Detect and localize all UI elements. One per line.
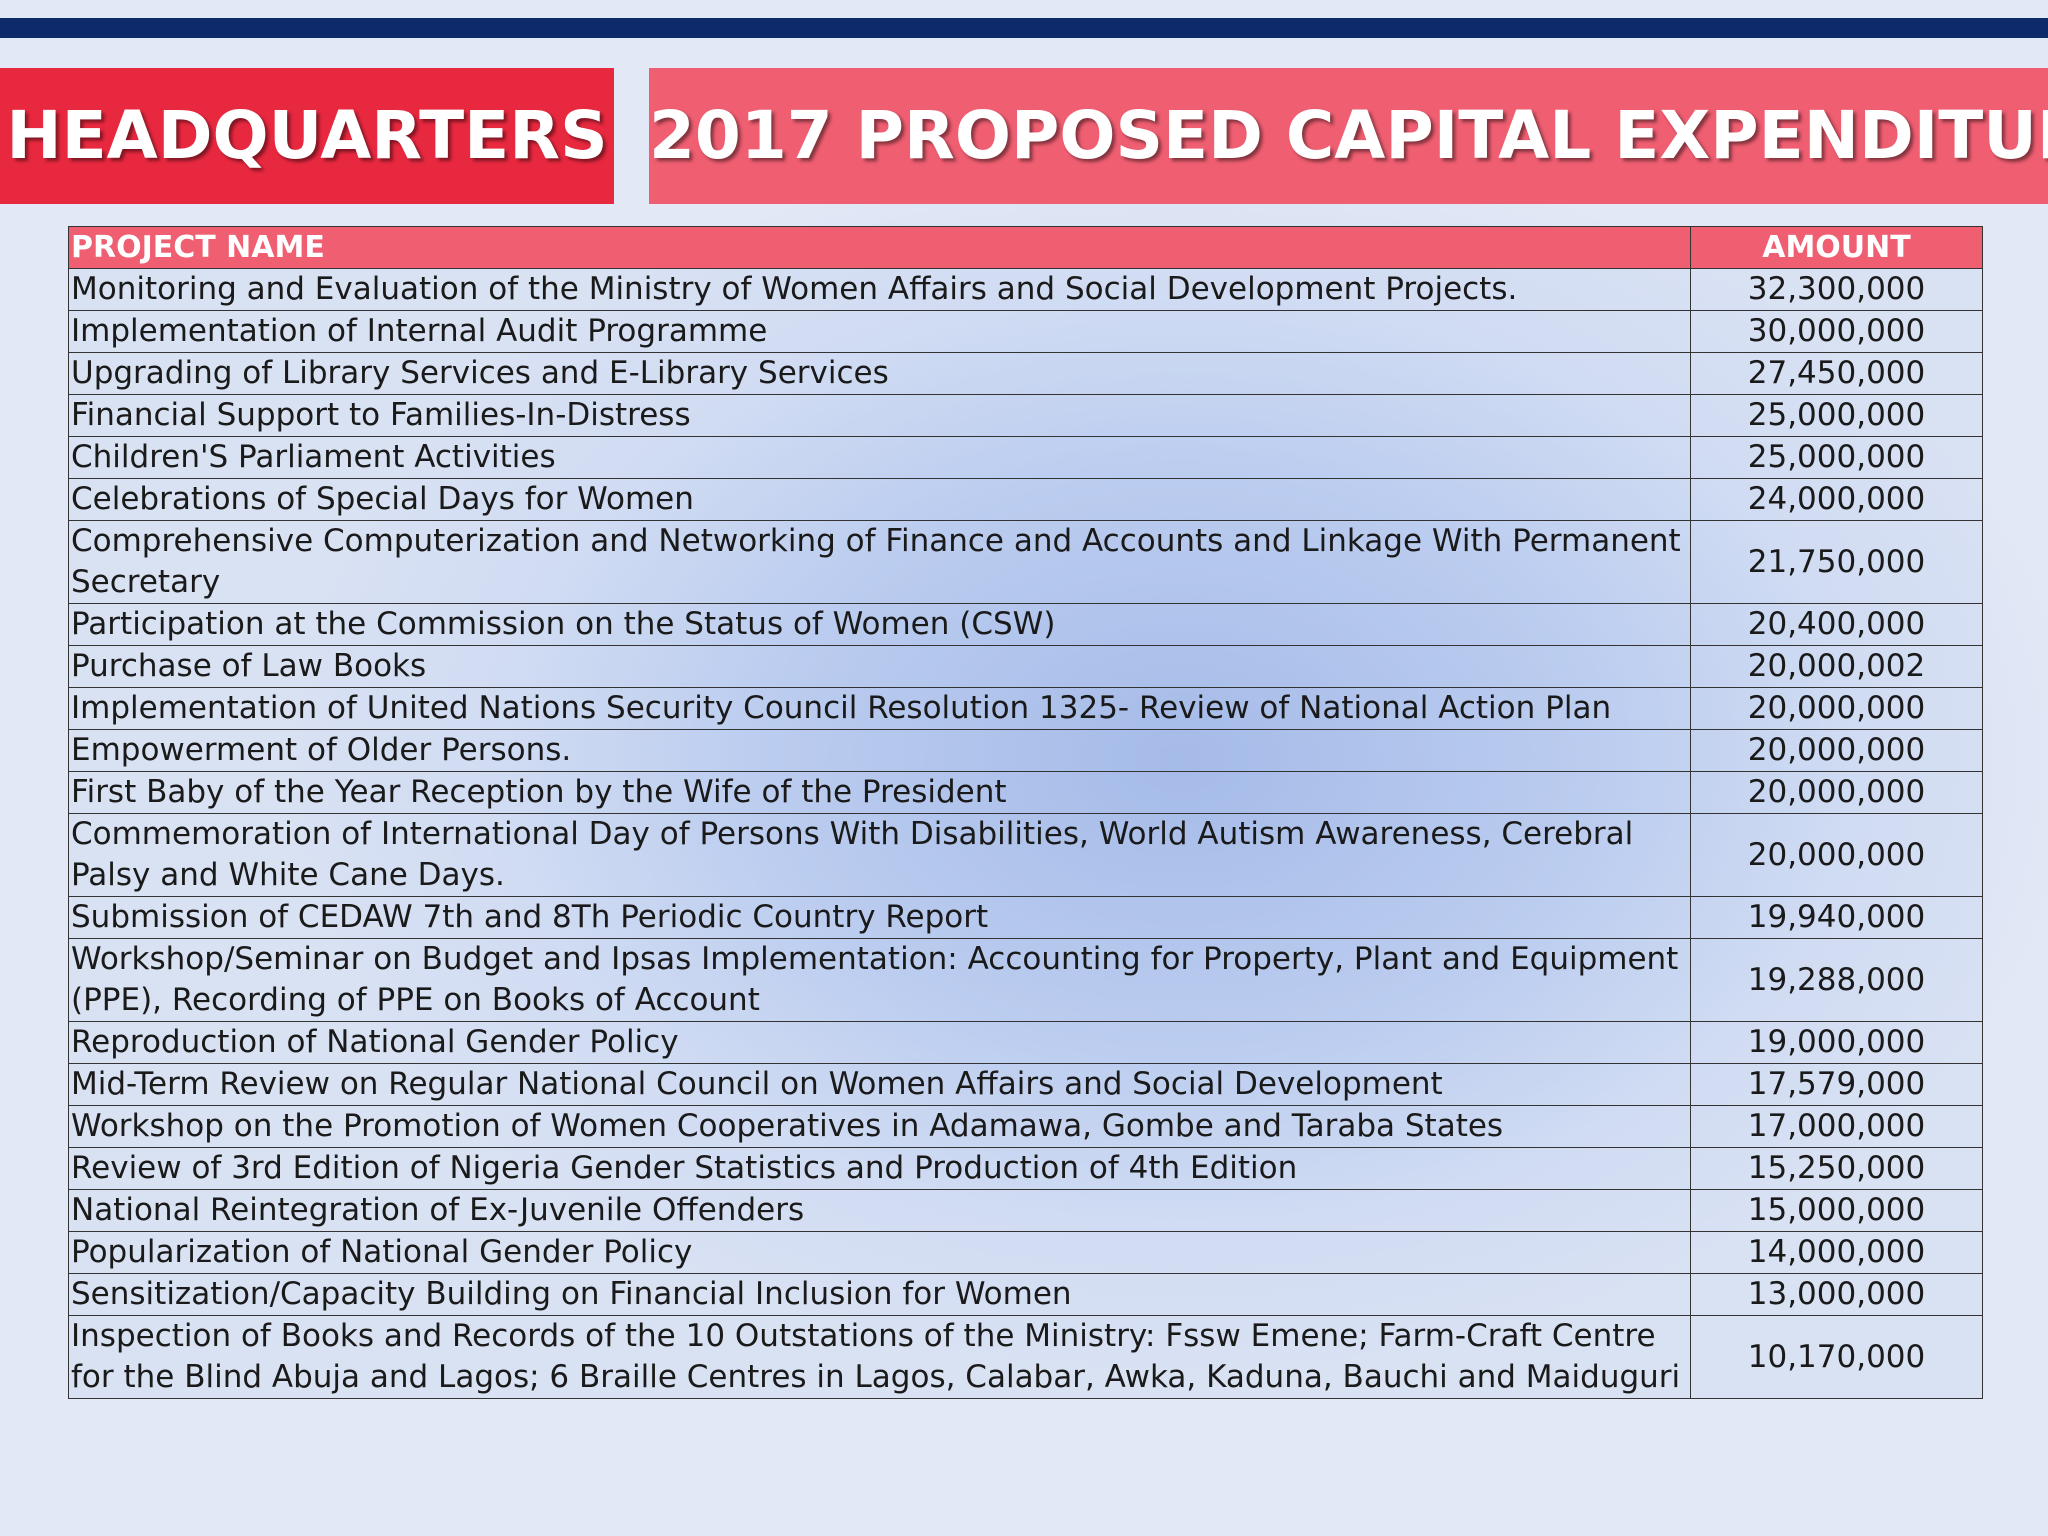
project-name-cell: Review of 3rd Edition of Nigeria Gender … [68,1147,1691,1190]
amount-cell: 30,000,000 [1690,310,1983,353]
table-row: Purchase of Law Books 20,000,002 [68,645,1983,688]
table-row: Sensitization/Capacity Building on Finan… [68,1273,1983,1316]
project-name-cell: Submission of CEDAW 7th and 8Th Periodic… [68,896,1691,939]
amount-cell: 14,000,000 [1690,1231,1983,1274]
amount-cell: 17,000,000 [1690,1105,1983,1148]
expenditure-table-container: PROJECT NAME AMOUNT Monitoring and Evalu… [68,226,1983,1399]
amount-cell: 25,000,000 [1690,394,1983,437]
project-name-cell: Empowerment of Older Persons. [68,729,1691,772]
table-row: National Reintegration of Ex-Juvenile Of… [68,1189,1983,1232]
amount-cell: 10,170,000 [1690,1315,1983,1399]
table-row: Children'S Parliament Activities 25,000,0… [68,436,1983,479]
project-name-cell: Children'S Parliament Activities [68,436,1691,479]
table-row: Inspection of Books and Records of the 1… [68,1315,1983,1399]
project-name-cell: First Baby of the Year Reception by the … [68,771,1691,814]
table-row: Comprehensive Computerization and Networ… [68,520,1983,604]
table-row: Celebrations of Special Days for Women 24… [68,478,1983,521]
amount-cell: 19,000,000 [1690,1021,1983,1064]
project-name-cell: National Reintegration of Ex-Juvenile Of… [68,1189,1691,1232]
expenditure-table: PROJECT NAME AMOUNT Monitoring and Evalu… [68,226,1983,1399]
table-row: Reproduction of National Gender Policy 19… [68,1021,1983,1064]
table-body: Monitoring and Evaluation of the Ministr… [68,268,1983,1399]
table-row: Monitoring and Evaluation of the Ministr… [68,268,1983,311]
table-row: Commemoration of International Day of Pe… [68,813,1983,897]
amount-cell: 20,000,000 [1690,813,1983,897]
project-name-cell: Popularization of National Gender Policy [68,1231,1691,1274]
project-name-cell: Workshop/Seminar on Budget and Ipsas Imp… [68,938,1691,1022]
expenditure-banner: 2017 PROPOSED CAPITAL EXPENDITURE [649,68,2048,204]
project-name-cell: Monitoring and Evaluation of the Ministr… [68,268,1691,311]
project-name-cell: Mid-Term Review on Regular National Coun… [68,1063,1691,1106]
table-row: Financial Support to Families-In-Distres… [68,394,1983,437]
expenditure-title: 2017 PROPOSED CAPITAL EXPENDITURE [649,97,2048,174]
amount-cell: 20,000,000 [1690,771,1983,814]
amount-cell: 15,250,000 [1690,1147,1983,1190]
table-header-row: PROJECT NAME AMOUNT [68,226,1983,269]
amount-cell: 20,000,000 [1690,729,1983,772]
table-row: Workshop/Seminar on Budget and Ipsas Imp… [68,938,1983,1022]
amount-cell: 25,000,000 [1690,436,1983,479]
amount-cell: 27,450,000 [1690,352,1983,395]
amount-cell: 19,940,000 [1690,896,1983,939]
amount-cell: 13,000,000 [1690,1273,1983,1316]
project-name-cell: Workshop on the Promotion of Women Coope… [68,1105,1691,1148]
amount-header: AMOUNT [1690,226,1983,269]
table-row: Upgrading of Library Services and E-Libr… [68,352,1983,395]
amount-cell: 21,750,000 [1690,520,1983,604]
table-row: Mid-Term Review on Regular National Coun… [68,1063,1983,1106]
table-row: Implementation of Internal Audit Program… [68,310,1983,353]
table-row: Implementation of United Nations Securit… [68,687,1983,730]
table-row: Participation at the Commission on the S… [68,603,1983,646]
amount-cell: 20,000,002 [1690,645,1983,688]
project-name-cell: Reproduction of National Gender Policy [68,1021,1691,1064]
table-row: Popularization of National Gender Policy… [68,1231,1983,1274]
table-row: Review of 3rd Edition of Nigeria Gender … [68,1147,1983,1190]
headquarters-banner: HEADQUARTERS [0,68,614,204]
amount-cell: 20,400,000 [1690,603,1983,646]
project-name-cell: Implementation of United Nations Securit… [68,687,1691,730]
headquarters-title: HEADQUARTERS [6,97,608,174]
project-name-cell: Comprehensive Computerization and Networ… [68,520,1691,604]
project-name-cell: Celebrations of Special Days for Women [68,478,1691,521]
table-row: Submission of CEDAW 7th and 8Th Periodic… [68,896,1983,939]
project-name-cell: Purchase of Law Books [68,645,1691,688]
top-accent-bar [0,18,2048,38]
project-name-cell: Inspection of Books and Records of the 1… [68,1315,1691,1399]
table-row: Workshop on the Promotion of Women Coope… [68,1105,1983,1148]
project-name-cell: Financial Support to Families-In-Distres… [68,394,1691,437]
amount-cell: 19,288,000 [1690,938,1983,1022]
table-row: First Baby of the Year Reception by the … [68,771,1983,814]
project-name-cell: Implementation of Internal Audit Program… [68,310,1691,353]
amount-cell: 32,300,000 [1690,268,1983,311]
table-row: Empowerment of Older Persons. 20,000,000 [68,729,1983,772]
amount-cell: 20,000,000 [1690,687,1983,730]
amount-cell: 17,579,000 [1690,1063,1983,1106]
project-name-cell: Sensitization/Capacity Building on Finan… [68,1273,1691,1316]
project-name-cell: Upgrading of Library Services and E-Libr… [68,352,1691,395]
project-name-cell: Commemoration of International Day of Pe… [68,813,1691,897]
project-name-cell: Participation at the Commission on the S… [68,603,1691,646]
project-name-header: PROJECT NAME [68,226,1691,269]
amount-cell: 15,000,000 [1690,1189,1983,1232]
amount-cell: 24,000,000 [1690,478,1983,521]
